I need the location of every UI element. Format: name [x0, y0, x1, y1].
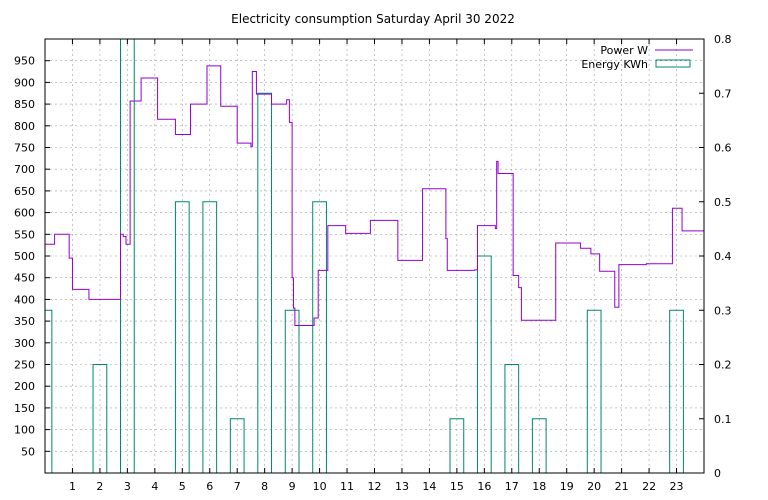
x-tick-label: 6	[206, 480, 213, 493]
x-tick-label: 20	[587, 480, 601, 493]
y-tick-label: 250	[14, 359, 35, 372]
x-tick-label: 4	[151, 480, 158, 493]
y-tick-label: 650	[14, 185, 35, 198]
x-tick-label: 12	[368, 480, 382, 493]
y-tick-label: 150	[14, 402, 35, 415]
legend-swatch-energy	[655, 59, 691, 68]
power-line-layer	[45, 65, 705, 326]
y2-tick-label: 0.5	[714, 196, 732, 209]
x-tick-label: 19	[560, 480, 574, 493]
y-tick-label: 50	[21, 445, 35, 458]
y-tick-label: 550	[14, 228, 35, 241]
y-tick-label: 300	[14, 337, 35, 350]
legend: Power W Energy KWh	[581, 44, 693, 71]
energy-bar	[174, 201, 190, 474]
x-tick-label: 3	[124, 480, 131, 493]
power-line	[45, 65, 705, 326]
x-tick-label: 21	[615, 480, 629, 493]
y2-tick-label: 0.1	[714, 413, 732, 426]
y-tick-label: 900	[14, 76, 35, 89]
x-tick-label: 5	[179, 480, 186, 493]
y-tick-label: 400	[14, 293, 35, 306]
x-tick-label: 10	[313, 480, 327, 493]
legend-label-energy: Energy KWh	[581, 58, 648, 71]
chart-title: Electricity consumption Saturday April 3…	[231, 12, 515, 26]
y-tick-label: 850	[14, 98, 35, 111]
y2-tick-label: 0.6	[714, 142, 732, 155]
x-tick-label: 7	[234, 480, 241, 493]
y-tick-label: 450	[14, 272, 35, 285]
y2-tick-label: 0.2	[714, 359, 732, 372]
x-tick-label: 15	[450, 480, 464, 493]
x-tick-label: 9	[289, 480, 296, 493]
y-tick-label: 700	[14, 163, 35, 176]
y-tick-label: 600	[14, 207, 35, 220]
energy-bar	[202, 201, 218, 474]
y2-tick-label: 0	[714, 467, 721, 480]
x-tick-label: 16	[477, 480, 491, 493]
x-tick-label: 22	[642, 480, 656, 493]
y-tick-label: 950	[14, 55, 35, 68]
gridlines	[45, 39, 704, 473]
y-tick-label: 200	[14, 380, 35, 393]
x-tick-label: 11	[340, 480, 354, 493]
x-tick-label: 14	[422, 480, 436, 493]
y2-tick-label: 0.8	[714, 33, 732, 46]
x-tick-label: 2	[96, 480, 103, 493]
axis-ticks: 1 2 3 4 5 6 7 8 9 10 11 12 13 14 15 16 17 18 19 20 21 22 23501…	[14, 33, 732, 493]
x-tick-label: 23	[670, 480, 684, 493]
energy-bar	[44, 309, 53, 474]
energy-bar	[312, 201, 327, 474]
y2-tick-label: 0.7	[714, 87, 732, 100]
x-tick-label: 1	[69, 480, 76, 493]
y2-tick-label: 0.4	[714, 250, 732, 263]
y-tick-label: 100	[14, 424, 35, 437]
x-tick-label: 18	[532, 480, 546, 493]
y-tick-label: 350	[14, 315, 35, 328]
x-tick-label: 17	[505, 480, 519, 493]
y-tick-label: 750	[14, 142, 35, 155]
x-tick-label: 13	[395, 480, 409, 493]
legend-label-power: Power W	[600, 44, 648, 57]
y2-tick-label: 0.3	[714, 304, 732, 317]
y-tick-label: 500	[14, 250, 35, 263]
x-tick-label: 8	[261, 480, 268, 493]
y-tick-label: 800	[14, 120, 35, 133]
